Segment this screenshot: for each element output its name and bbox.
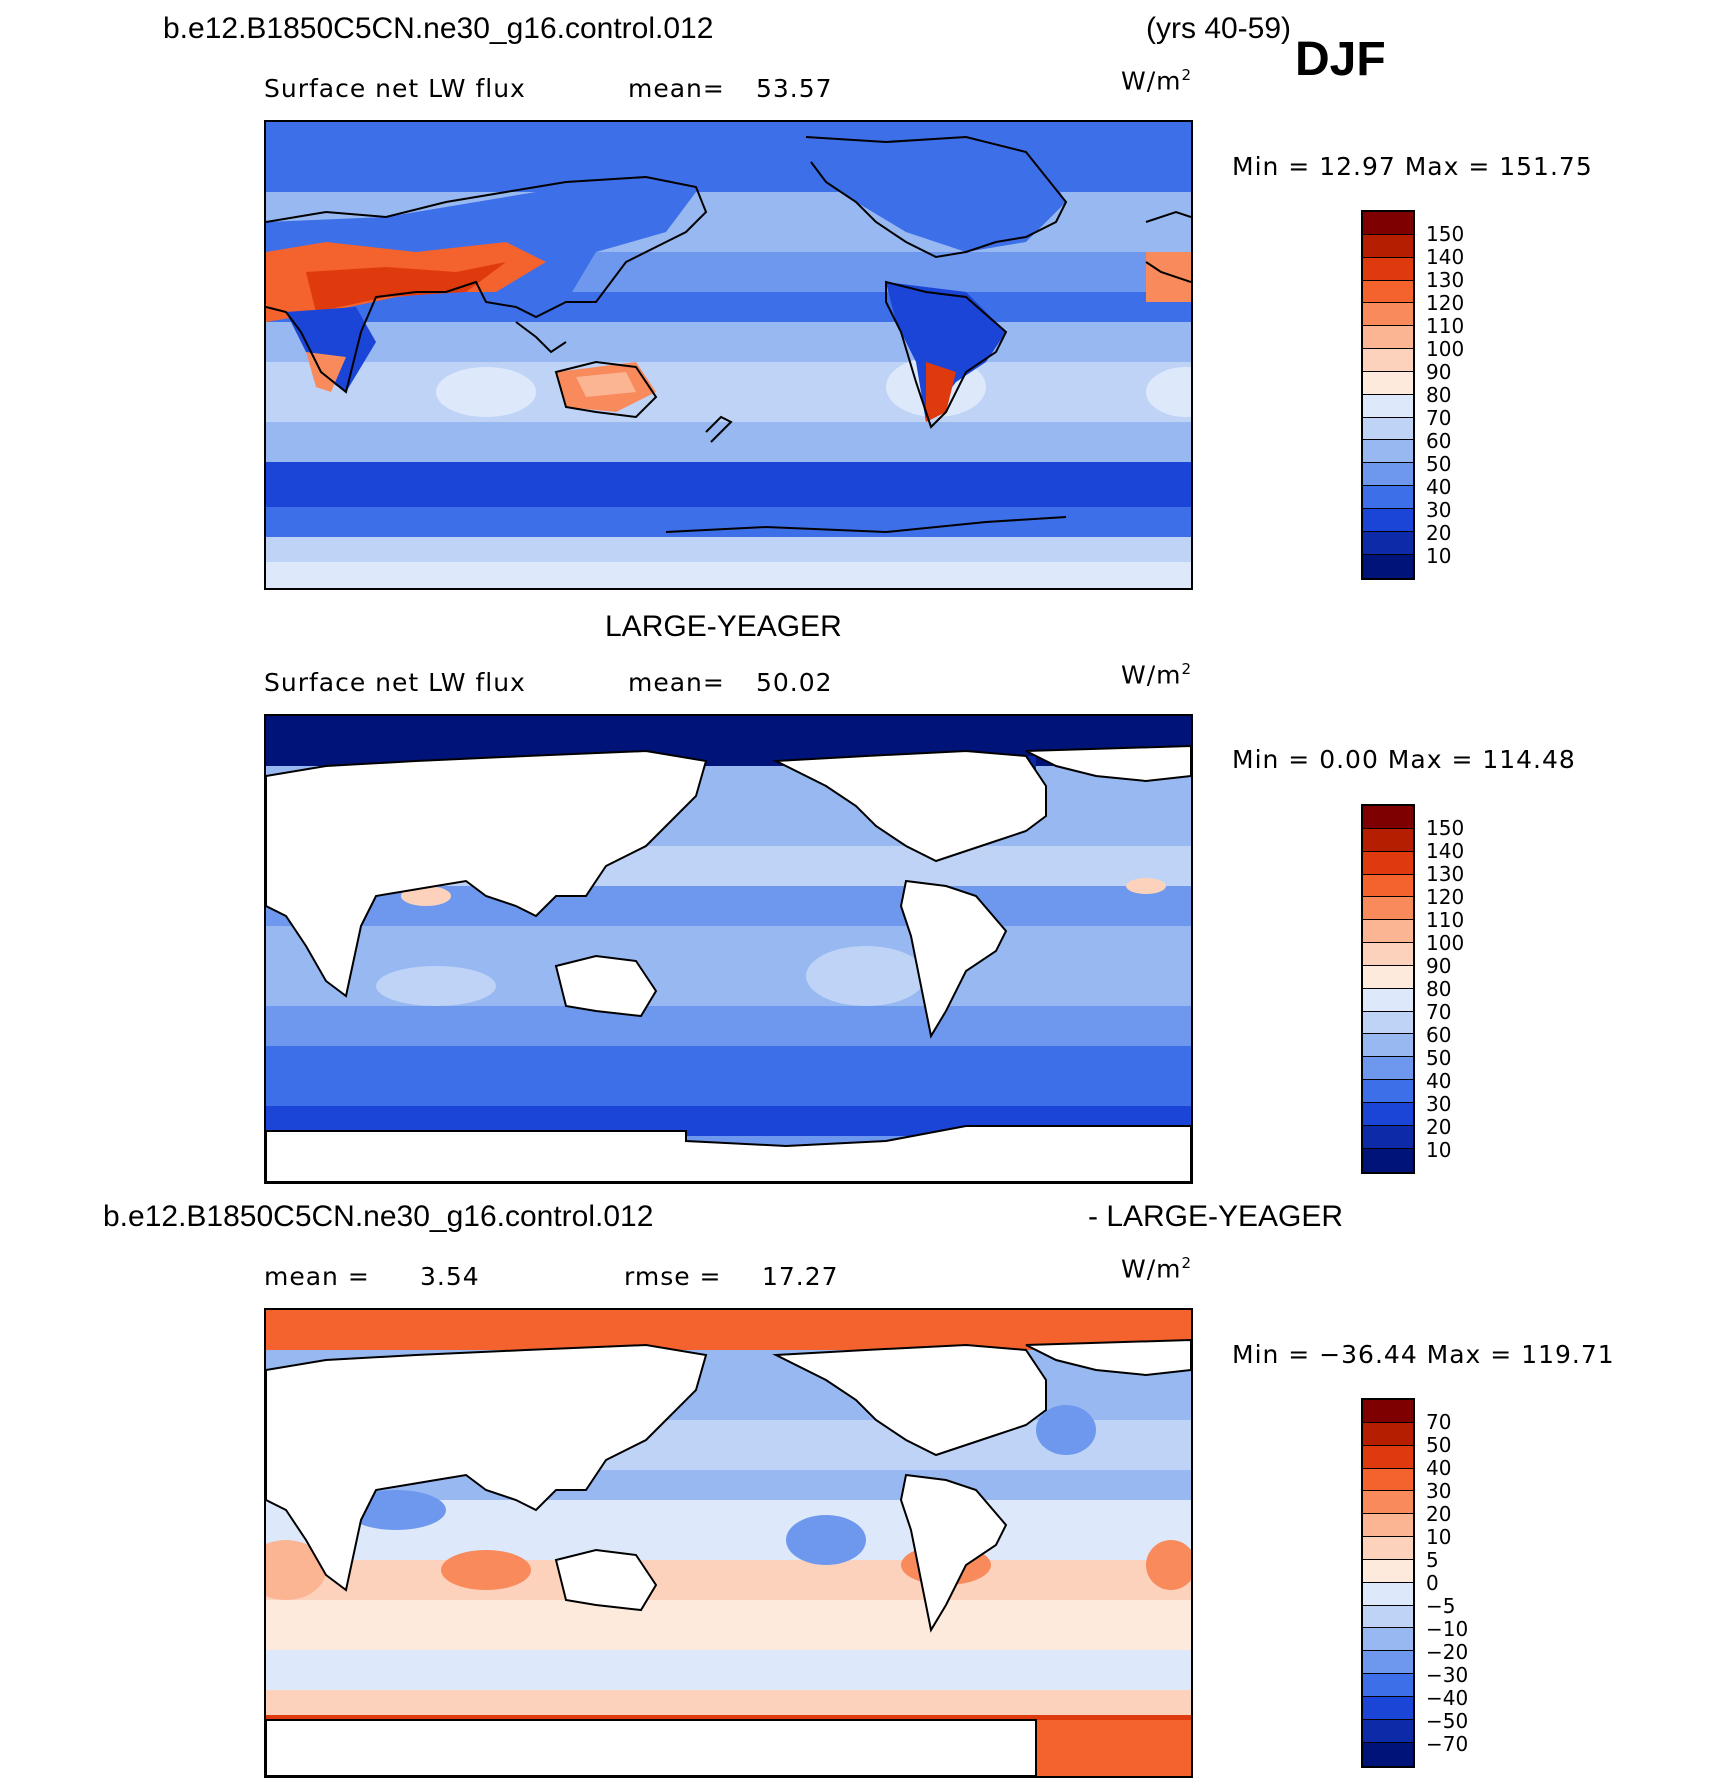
panel3-minmax: Min = −36.44 Max = 119.71	[1232, 1340, 1615, 1369]
panel2-colorbar	[1361, 804, 1415, 1174]
panel2-mean-label: mean=	[628, 668, 725, 697]
cbar-label: 40	[1426, 1456, 1452, 1480]
cbar-label: −5	[1426, 1594, 1456, 1618]
cbar-label: −40	[1426, 1686, 1469, 1710]
panel1-minmax: Min = 12.97 Max = 151.75	[1232, 152, 1593, 181]
panel2-map	[264, 714, 1193, 1184]
cbar-label: 90	[1426, 360, 1452, 384]
panel2-mean-value: 50.02	[756, 668, 833, 697]
panel3-rmse-value: 17.27	[762, 1262, 839, 1291]
cbar-label: 120	[1426, 885, 1465, 909]
cbar-label: −10	[1426, 1617, 1469, 1641]
panel1-mean-value: 53.57	[756, 74, 833, 103]
cbar-label: 140	[1426, 245, 1465, 269]
cbar-label: 50	[1426, 452, 1452, 476]
panel1-mean-label: mean=	[628, 74, 725, 103]
panel2-units: W/m2	[1121, 660, 1193, 690]
cbar-label: 20	[1426, 1502, 1452, 1526]
cbar-label: 120	[1426, 291, 1465, 315]
panel3-colorbar	[1361, 1398, 1415, 1768]
cbar-label: −70	[1426, 1732, 1469, 1756]
panel2-variable: Surface net LW flux	[264, 668, 526, 697]
cbar-label: 150	[1426, 816, 1465, 840]
cbar-label: 10	[1426, 1138, 1452, 1162]
cbar-label: 40	[1426, 1069, 1452, 1093]
cbar-label: −50	[1426, 1709, 1469, 1733]
cbar-label: 70	[1426, 1000, 1452, 1024]
cbar-label: 30	[1426, 1479, 1452, 1503]
panel3-mean-value: 3.54	[420, 1262, 480, 1291]
cbar-label: 60	[1426, 429, 1452, 453]
cbar-label: 5	[1426, 1548, 1439, 1572]
panel1-map	[264, 120, 1193, 590]
case-title: b.e12.B1850C5CN.ne30_g16.control.012	[163, 12, 714, 45]
cbar-label: 100	[1426, 931, 1465, 955]
cbar-label: 150	[1426, 222, 1465, 246]
panel3-title-left: b.e12.B1850C5CN.ne30_g16.control.012	[103, 1200, 654, 1233]
cbar-label: −20	[1426, 1640, 1469, 1664]
cbar-label: 10	[1426, 1525, 1452, 1549]
cbar-label: 20	[1426, 1115, 1452, 1139]
cbar-label: 30	[1426, 498, 1452, 522]
cbar-label: 100	[1426, 337, 1465, 361]
cbar-label: 0	[1426, 1571, 1439, 1595]
panel3-title-right: - LARGE-YEAGER	[1088, 1200, 1344, 1233]
panel3-units: W/m2	[1121, 1254, 1193, 1284]
cbar-label: 130	[1426, 268, 1465, 292]
cbar-label: 50	[1426, 1433, 1452, 1457]
years-label: (yrs 40-59)	[1146, 12, 1292, 45]
cbar-label: 140	[1426, 839, 1465, 863]
cbar-label: 30	[1426, 1092, 1452, 1116]
cbar-label: 110	[1426, 908, 1465, 932]
cbar-label: 70	[1426, 1410, 1452, 1434]
cbar-label: 70	[1426, 406, 1452, 430]
cbar-label: 60	[1426, 1023, 1452, 1047]
panel1-variable: Surface net LW flux	[264, 74, 526, 103]
cbar-label: 50	[1426, 1046, 1452, 1070]
panel3-mean-label: mean =	[264, 1262, 370, 1291]
panel3-rmse-label: rmse =	[624, 1262, 722, 1291]
panel1-units: W/m2	[1121, 66, 1193, 96]
panel2-title: LARGE-YEAGER	[605, 610, 842, 643]
cbar-label: −30	[1426, 1663, 1469, 1687]
cbar-label: 10	[1426, 544, 1452, 568]
cbar-label: 80	[1426, 383, 1452, 407]
panel2-minmax: Min = 0.00 Max = 114.48	[1232, 745, 1576, 774]
panel1-colorbar	[1361, 210, 1415, 580]
cbar-label: 90	[1426, 954, 1452, 978]
season-label: DJF	[1295, 33, 1386, 86]
cbar-label: 40	[1426, 475, 1452, 499]
cbar-label: 110	[1426, 314, 1465, 338]
cbar-label: 20	[1426, 521, 1452, 545]
panel3-map	[264, 1308, 1193, 1778]
cbar-label: 130	[1426, 862, 1465, 886]
cbar-label: 80	[1426, 977, 1452, 1001]
